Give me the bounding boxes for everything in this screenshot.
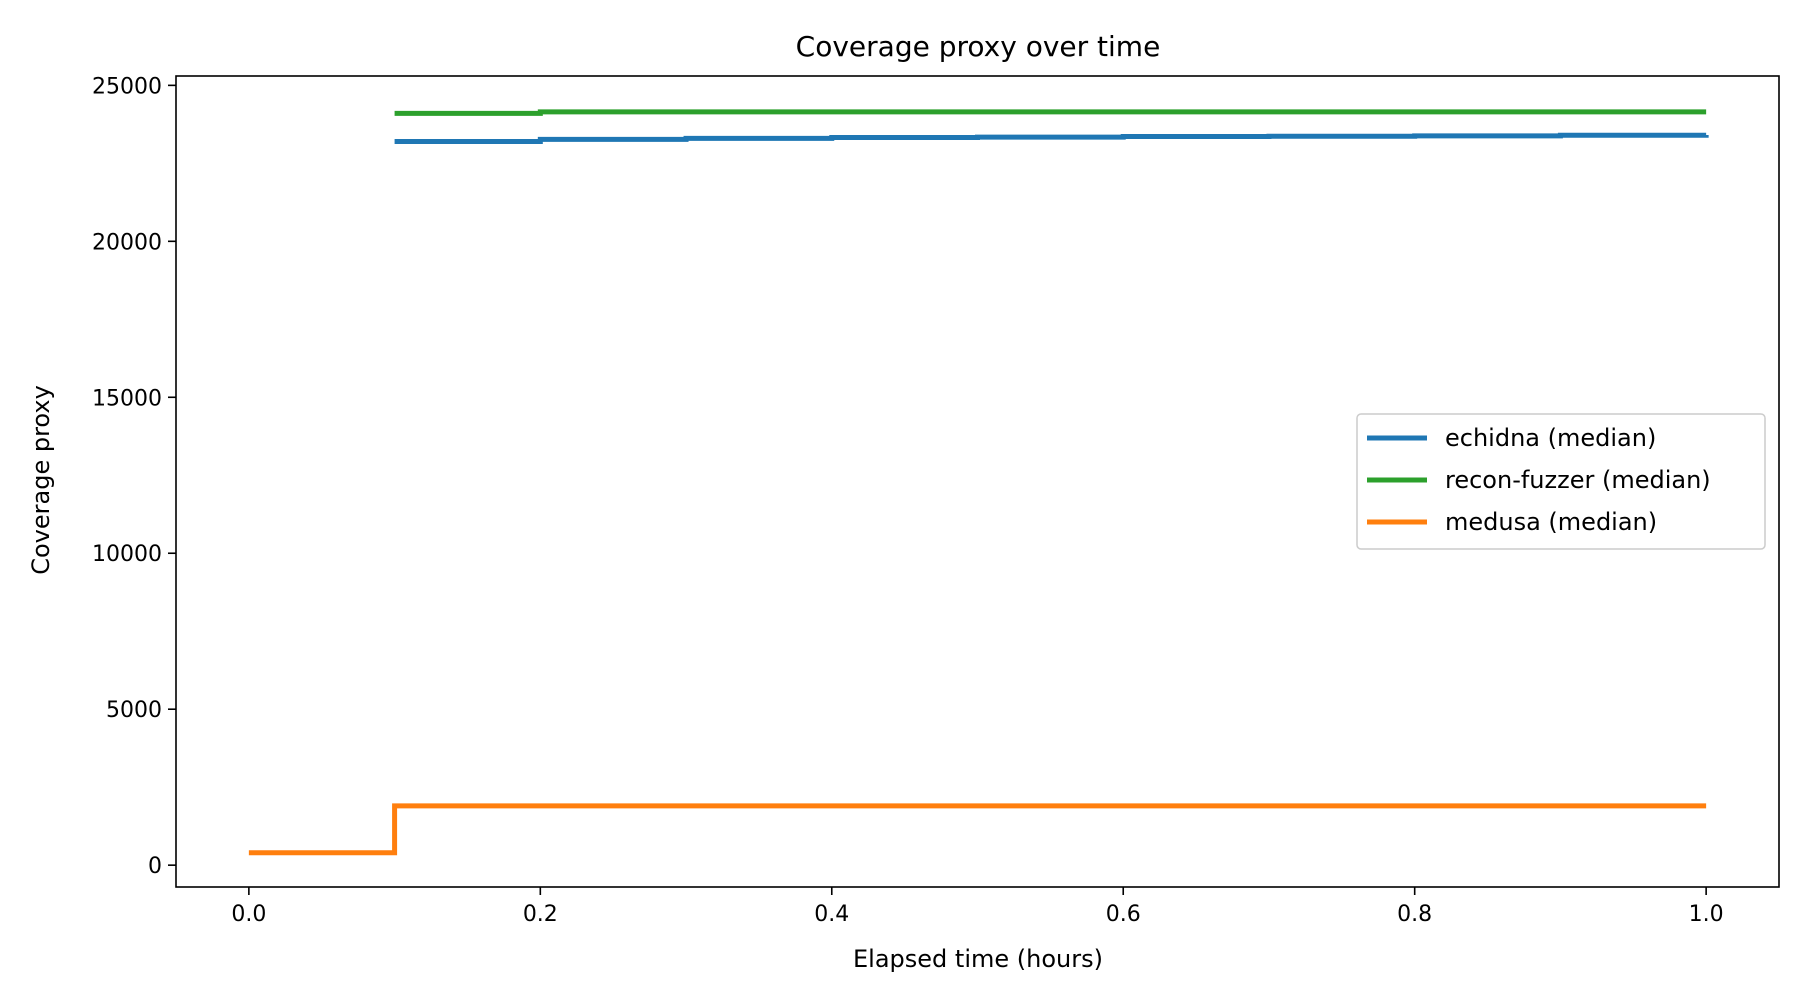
legend: echidna (median) recon-fuzzer (median) med…	[1356, 413, 1766, 550]
y-tick-label: 15000	[92, 386, 162, 411]
series-line-1	[394, 109, 1707, 116]
y-tick-label: 0	[148, 854, 162, 879]
chart-title: Coverage proxy over time	[796, 30, 1161, 63]
series-line-2	[248, 803, 1707, 856]
x-axis: 0.0 0.2 0.4 0.6 0.8 1.0	[231, 887, 1724, 927]
x-axis-label: Elapsed time (hours)	[853, 945, 1103, 973]
x-tick-label: 0.0	[231, 902, 266, 927]
y-tick-label: 25000	[92, 74, 162, 99]
x-tick-label: 0.4	[814, 902, 849, 927]
legend-label-1: recon-fuzzer (median)	[1445, 466, 1711, 494]
y-tick-label: 20000	[92, 230, 162, 255]
legend-label-2: medusa (median)	[1445, 508, 1657, 536]
y-tick-label: 5000	[106, 698, 162, 723]
x-tick-label: 0.2	[523, 902, 558, 927]
x-tick-label: 0.8	[1397, 902, 1432, 927]
legend-box	[1356, 413, 1766, 550]
y-axis-label: Coverage proxy	[27, 385, 55, 575]
series-line-0	[394, 132, 1709, 145]
plot-frame	[175, 75, 1780, 888]
y-tick-label: 10000	[92, 542, 162, 567]
y-axis: 0 5000 10000 15000 20000 25000	[92, 74, 176, 879]
x-tick-label: 0.6	[1106, 902, 1141, 927]
plot-lines	[248, 109, 1709, 856]
legend-label-0: echidna (median)	[1445, 424, 1656, 452]
x-tick-label: 1.0	[1689, 902, 1724, 927]
